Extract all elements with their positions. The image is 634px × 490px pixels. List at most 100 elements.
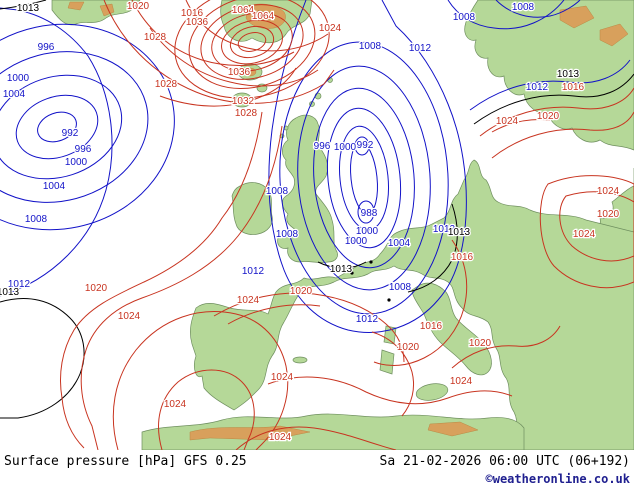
- land-sardinia: [379, 349, 395, 375]
- isobar-1008b-trough: [279, 41, 449, 315]
- pressure-label: 1016: [420, 321, 443, 332]
- isobar-layer: [0, 0, 634, 450]
- pressure-label: 1013: [330, 264, 353, 275]
- isobar-high-ring-6: [188, 0, 316, 90]
- isobar-1016-top: [185, 0, 329, 52]
- isobar-1024-biscay: [227, 304, 321, 325]
- land-scandinavia: [464, 0, 634, 151]
- isobar-1000-atlantic: [0, 74, 123, 180]
- isobar-1008b-topright: [495, 0, 581, 18]
- pressure-label: 1024: [319, 23, 342, 34]
- pressure-label: 1012: [8, 279, 31, 290]
- land-balearics: [292, 356, 308, 364]
- terrain-africa-east: [427, 421, 479, 437]
- pressure-label: 1013: [0, 287, 20, 298]
- pressure-label: 1024: [237, 295, 260, 306]
- pressure-label: 1016: [451, 252, 474, 263]
- isobar-1024-east-arc: [491, 119, 551, 133]
- pressure-label: 1028: [235, 108, 258, 119]
- pressure-label: 1016: [181, 8, 204, 19]
- pressure-label: 1028: [155, 79, 178, 90]
- isobar-1020-adriatic: [451, 325, 561, 369]
- isobar-1016-east: [479, 87, 634, 137]
- pressure-label: 1024: [450, 376, 473, 387]
- isobar-1012-right: [469, 59, 631, 111]
- isobar-1016-ridge: [60, 111, 263, 449]
- isobar-1013-right: [473, 73, 634, 125]
- pressure-label: 1020: [537, 111, 560, 122]
- pressure-map: 1013 1020 1016 1064 1064 1036 1024 1008 1012 1008…: [0, 0, 634, 450]
- pressure-label: 1064: [252, 11, 275, 22]
- caption-line: Surface pressure [hPa] GFS 0.25 Sa 21-02…: [4, 454, 630, 469]
- isobar-1020-east-loop: [539, 175, 634, 289]
- pressure-label: 1024: [271, 372, 294, 383]
- pressure-label: 1013: [17, 3, 40, 14]
- pressure-label: 1004: [43, 181, 66, 192]
- pressure-center-marker: [369, 260, 373, 264]
- pressure-label: 1008: [453, 12, 476, 23]
- pressure-label: 1064: [232, 5, 255, 16]
- land-great-britain: [277, 114, 338, 263]
- isobar-1004-trough: [313, 87, 415, 269]
- pressure-label: 1012: [433, 224, 456, 235]
- pressure-label: 1012: [526, 82, 549, 93]
- isobar-1020-tyrrhenian: [371, 331, 415, 417]
- pressure-label: 1012: [409, 43, 432, 54]
- land-continent: [190, 159, 634, 450]
- pressure-label: 1013: [448, 227, 471, 238]
- pressure-label: 1020: [290, 286, 313, 297]
- isobar-1013-topleft: [0, 0, 47, 10]
- pressure-label: 1016: [562, 82, 585, 93]
- isobar-1020-east: [491, 111, 634, 159]
- pressure-label: 992: [357, 140, 374, 151]
- pressure-label: 1020: [597, 209, 620, 220]
- pressure-label: 1008: [276, 229, 299, 240]
- pressure-label: 1000: [65, 157, 88, 168]
- isobar-1024-top: [103, 0, 335, 104]
- land-layer: [51, 0, 634, 450]
- pressure-label: 1008: [512, 2, 535, 13]
- pressure-label: 1000: [356, 226, 379, 237]
- isobar-high-ring-5: [200, 4, 304, 80]
- isobar-988-core: [357, 200, 375, 224]
- isobar-high-ring-2: [229, 25, 275, 59]
- pressure-label: 992: [62, 128, 79, 139]
- isobar-1016-italy: [373, 239, 468, 366]
- pressure-label: 1024: [164, 399, 187, 410]
- isobar-1000-trough: [326, 107, 402, 249]
- pressure-center-marker: [387, 298, 391, 302]
- pressure-label: 1008: [266, 186, 289, 197]
- pressure-label: 996: [314, 141, 331, 152]
- pressure-label: 1024: [118, 311, 141, 322]
- isobar-1024-dome-inner: [158, 369, 255, 450]
- isobar-1024-africa: [235, 426, 397, 450]
- isobar-1020-ridge: [80, 125, 283, 450]
- isobar-1008-trough: [297, 65, 431, 291]
- isobar-992-atlantic: [37, 111, 77, 143]
- caption-bar: Surface pressure [hPa] GFS 0.25 Sa 21-02…: [0, 450, 634, 490]
- pressure-label: 1024: [269, 432, 292, 443]
- pressure-label: 1008: [25, 214, 48, 225]
- pressure-label: 1020: [85, 283, 108, 294]
- isobar-1004-atlantic: [0, 51, 149, 203]
- isobar-1024-dome-outer: [112, 311, 289, 450]
- pressure-label: 1004: [3, 89, 26, 100]
- pressure-label: 1020: [469, 338, 492, 349]
- isobar-1012-atlantic: [0, 7, 113, 297]
- isobar-1028-top: [149, 27, 319, 87]
- isobar-1028-mid: [159, 67, 297, 107]
- pressure-label: 1024: [573, 229, 596, 240]
- isobar-1012-trough: [268, 0, 467, 333]
- isobar-1013-germany: [407, 203, 458, 293]
- pressure-label: 1004: [388, 238, 411, 249]
- isobar-1008-topright: [447, 0, 565, 30]
- pressure-label: 1036: [228, 67, 251, 78]
- copyright-label: ©weatheronline.co.uk: [485, 472, 631, 486]
- pressure-label: 996: [75, 144, 92, 155]
- pressure-label: 1020: [397, 342, 420, 353]
- pressure-label: 1028: [144, 32, 167, 43]
- pressure-label: 1008: [389, 282, 412, 293]
- pressure-label: 1000: [345, 236, 368, 247]
- terrain-greenland: [67, 1, 85, 11]
